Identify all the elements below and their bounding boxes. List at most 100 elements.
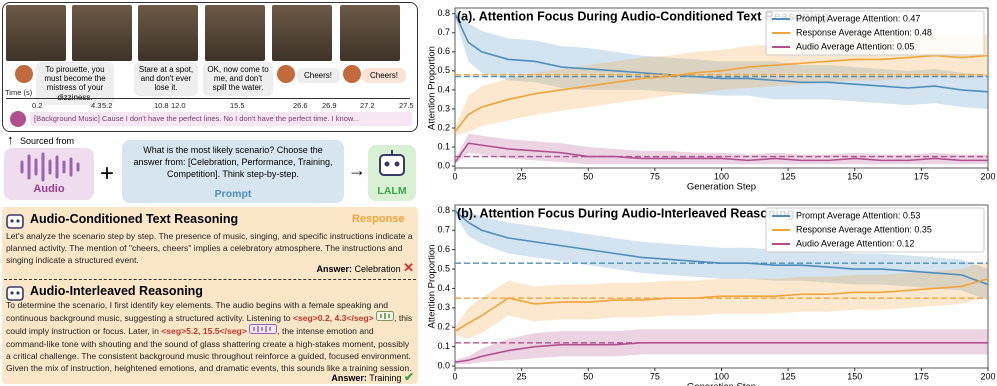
y-tick-label: 0.5 bbox=[437, 263, 450, 273]
robot-icon bbox=[379, 150, 405, 176]
x-tick-label: 100 bbox=[714, 371, 729, 381]
response-panel bbox=[2, 207, 418, 384]
time-tick: 12.0 bbox=[171, 101, 186, 110]
thumbnail bbox=[72, 5, 132, 61]
x-tick-label: 100 bbox=[714, 171, 729, 181]
waveform bbox=[20, 152, 80, 182]
x-tick-label: 200 bbox=[980, 171, 995, 181]
x-tick-label: 25 bbox=[517, 171, 527, 181]
robot-icon bbox=[6, 214, 24, 229]
y-tick-label: 0.1 bbox=[437, 141, 450, 151]
y-tick-label: 0.2 bbox=[437, 322, 450, 332]
segment: <seg>0.2, 4.3</seg> bbox=[292, 313, 374, 324]
avatar bbox=[342, 64, 362, 84]
confidence-band bbox=[455, 329, 988, 365]
time-tick: 26.9 bbox=[322, 101, 337, 110]
time-axis bbox=[6, 98, 410, 99]
chart: 0.0 0.1 0.2 0.3 0.4 0.5 0.6 0.7 0.8 0 25 50 75 100 125… bbox=[427, 204, 996, 386]
x-tick-label: 150 bbox=[847, 171, 862, 181]
avatar bbox=[14, 64, 34, 84]
audio-clip-icon bbox=[376, 311, 395, 322]
prompt-label: Prompt bbox=[214, 188, 252, 200]
time-tick: 15.5 bbox=[230, 101, 245, 110]
y-axis-label: Attention Proportion bbox=[427, 46, 438, 130]
time-tick: 27.5 bbox=[399, 101, 414, 110]
video-panel bbox=[2, 2, 418, 132]
divider bbox=[4, 279, 416, 280]
line bbox=[454, 210, 989, 286]
response-text: Let's analyze the scenario step by step.… bbox=[6, 231, 413, 266]
x-tick-label: 75 bbox=[650, 371, 660, 381]
line bbox=[454, 277, 989, 332]
y-tick-label: 0.0 bbox=[437, 360, 450, 370]
segment: <seg>5.2, 15.5</seg> bbox=[161, 326, 247, 337]
x-tick-label: 125 bbox=[781, 171, 796, 181]
chart: 0.0 0.1 0.2 0.3 0.4 0.5 0.6 0.7 0.8 0 25 50 75 100 125… bbox=[427, 7, 996, 193]
time-label: Time (s) bbox=[5, 88, 33, 97]
chart-title: (b). Attention Focus During Audio-Interl… bbox=[457, 206, 794, 220]
arrow: → bbox=[348, 160, 366, 180]
answer-label: Answer: bbox=[331, 373, 367, 383]
caption: OK, now come to me, and don't spill the … bbox=[203, 62, 273, 96]
x-tick-label: 175 bbox=[914, 171, 929, 181]
y-tick-label: 0.6 bbox=[437, 46, 450, 56]
y-tick-label: 0.4 bbox=[437, 84, 450, 94]
answer-label: Answer: bbox=[316, 264, 353, 274]
y-tick-label: 0.5 bbox=[437, 65, 450, 75]
y-axis-label: Attention Proportion bbox=[427, 245, 438, 329]
plus: + bbox=[100, 160, 115, 187]
x-tick-label: 50 bbox=[583, 171, 593, 181]
robot-icon bbox=[6, 286, 24, 301]
x-tick-label: 0 bbox=[452, 171, 457, 181]
caption: Cheers! bbox=[362, 68, 406, 84]
thumbnail bbox=[205, 5, 265, 61]
caption: Stare at a spot, and don't ever lose it. bbox=[134, 62, 198, 96]
time-tick: 0.2 bbox=[32, 101, 43, 110]
y-tick-label: 0.7 bbox=[437, 225, 450, 235]
x-axis-label: Generation Step bbox=[687, 182, 756, 193]
caption: To pirouette, you must become the mistre… bbox=[36, 62, 114, 105]
line bbox=[454, 13, 989, 93]
legend: Prompt Average Attention: 0.53 Response A… bbox=[765, 207, 985, 253]
y-tick-label: 0.7 bbox=[437, 27, 450, 37]
y-tick-label: 0.3 bbox=[437, 302, 450, 312]
y-tick-label: 0.8 bbox=[437, 8, 450, 18]
legend-label: Prompt Average Attention: 0.53 bbox=[796, 210, 920, 220]
time-tick: 26.6 bbox=[293, 101, 308, 110]
y-tick-label: 0.8 bbox=[437, 205, 450, 215]
legend: Prompt Average Attention: 0.47 Response A… bbox=[765, 10, 985, 56]
y-tick-label: 0.6 bbox=[437, 244, 450, 254]
text: , the intense emotion and command-like t… bbox=[6, 326, 412, 374]
y-tick-label: 0.0 bbox=[437, 160, 450, 170]
x-tick-label: 125 bbox=[781, 371, 796, 381]
diagram: To pirouette, you must become the mistre… bbox=[0, 0, 420, 386]
answer: Answer: Celebration ✕ bbox=[316, 260, 414, 275]
x-axis-label: Generation Step bbox=[687, 382, 756, 386]
x-tick-label: 75 bbox=[650, 171, 660, 181]
x-tick-label: 50 bbox=[583, 371, 593, 381]
up-arrow: ↑ bbox=[7, 132, 14, 147]
y-tick-label: 0.1 bbox=[437, 341, 450, 351]
audio-clip-icon bbox=[249, 324, 278, 335]
sourced-label: Sourced from bbox=[20, 136, 75, 146]
legend-label: Audio Average Attention: 0.05 bbox=[796, 41, 914, 51]
legend-label: Audio Average Attention: 0.12 bbox=[796, 238, 914, 248]
chart-title: (a). Attention Focus During Audio-Condit… bbox=[457, 9, 829, 23]
x-tick-label: 150 bbox=[847, 371, 862, 381]
caption: Cheers! bbox=[296, 68, 340, 84]
time-tick: 4.3 bbox=[91, 101, 102, 110]
y-tick-label: 0.4 bbox=[437, 283, 450, 293]
legend-label: Prompt Average Attention: 0.47 bbox=[796, 13, 920, 23]
response-text: To determine the scenario, I first ident… bbox=[6, 299, 416, 374]
avatar bbox=[276, 64, 296, 84]
prompt-box: What is the most likely scenario? Choose… bbox=[122, 140, 344, 203]
line bbox=[454, 142, 988, 163]
model-label: LALM bbox=[377, 185, 407, 197]
transcript: [Background Music] Cause I don't have th… bbox=[30, 112, 412, 126]
answer-value: Training bbox=[369, 373, 402, 383]
confidence-band bbox=[455, 206, 988, 301]
answer: Answer: Training ✔ bbox=[331, 370, 414, 384]
x-tick-label: 175 bbox=[914, 371, 929, 381]
section-title: Audio-Interleaved Reasoning bbox=[30, 284, 203, 298]
